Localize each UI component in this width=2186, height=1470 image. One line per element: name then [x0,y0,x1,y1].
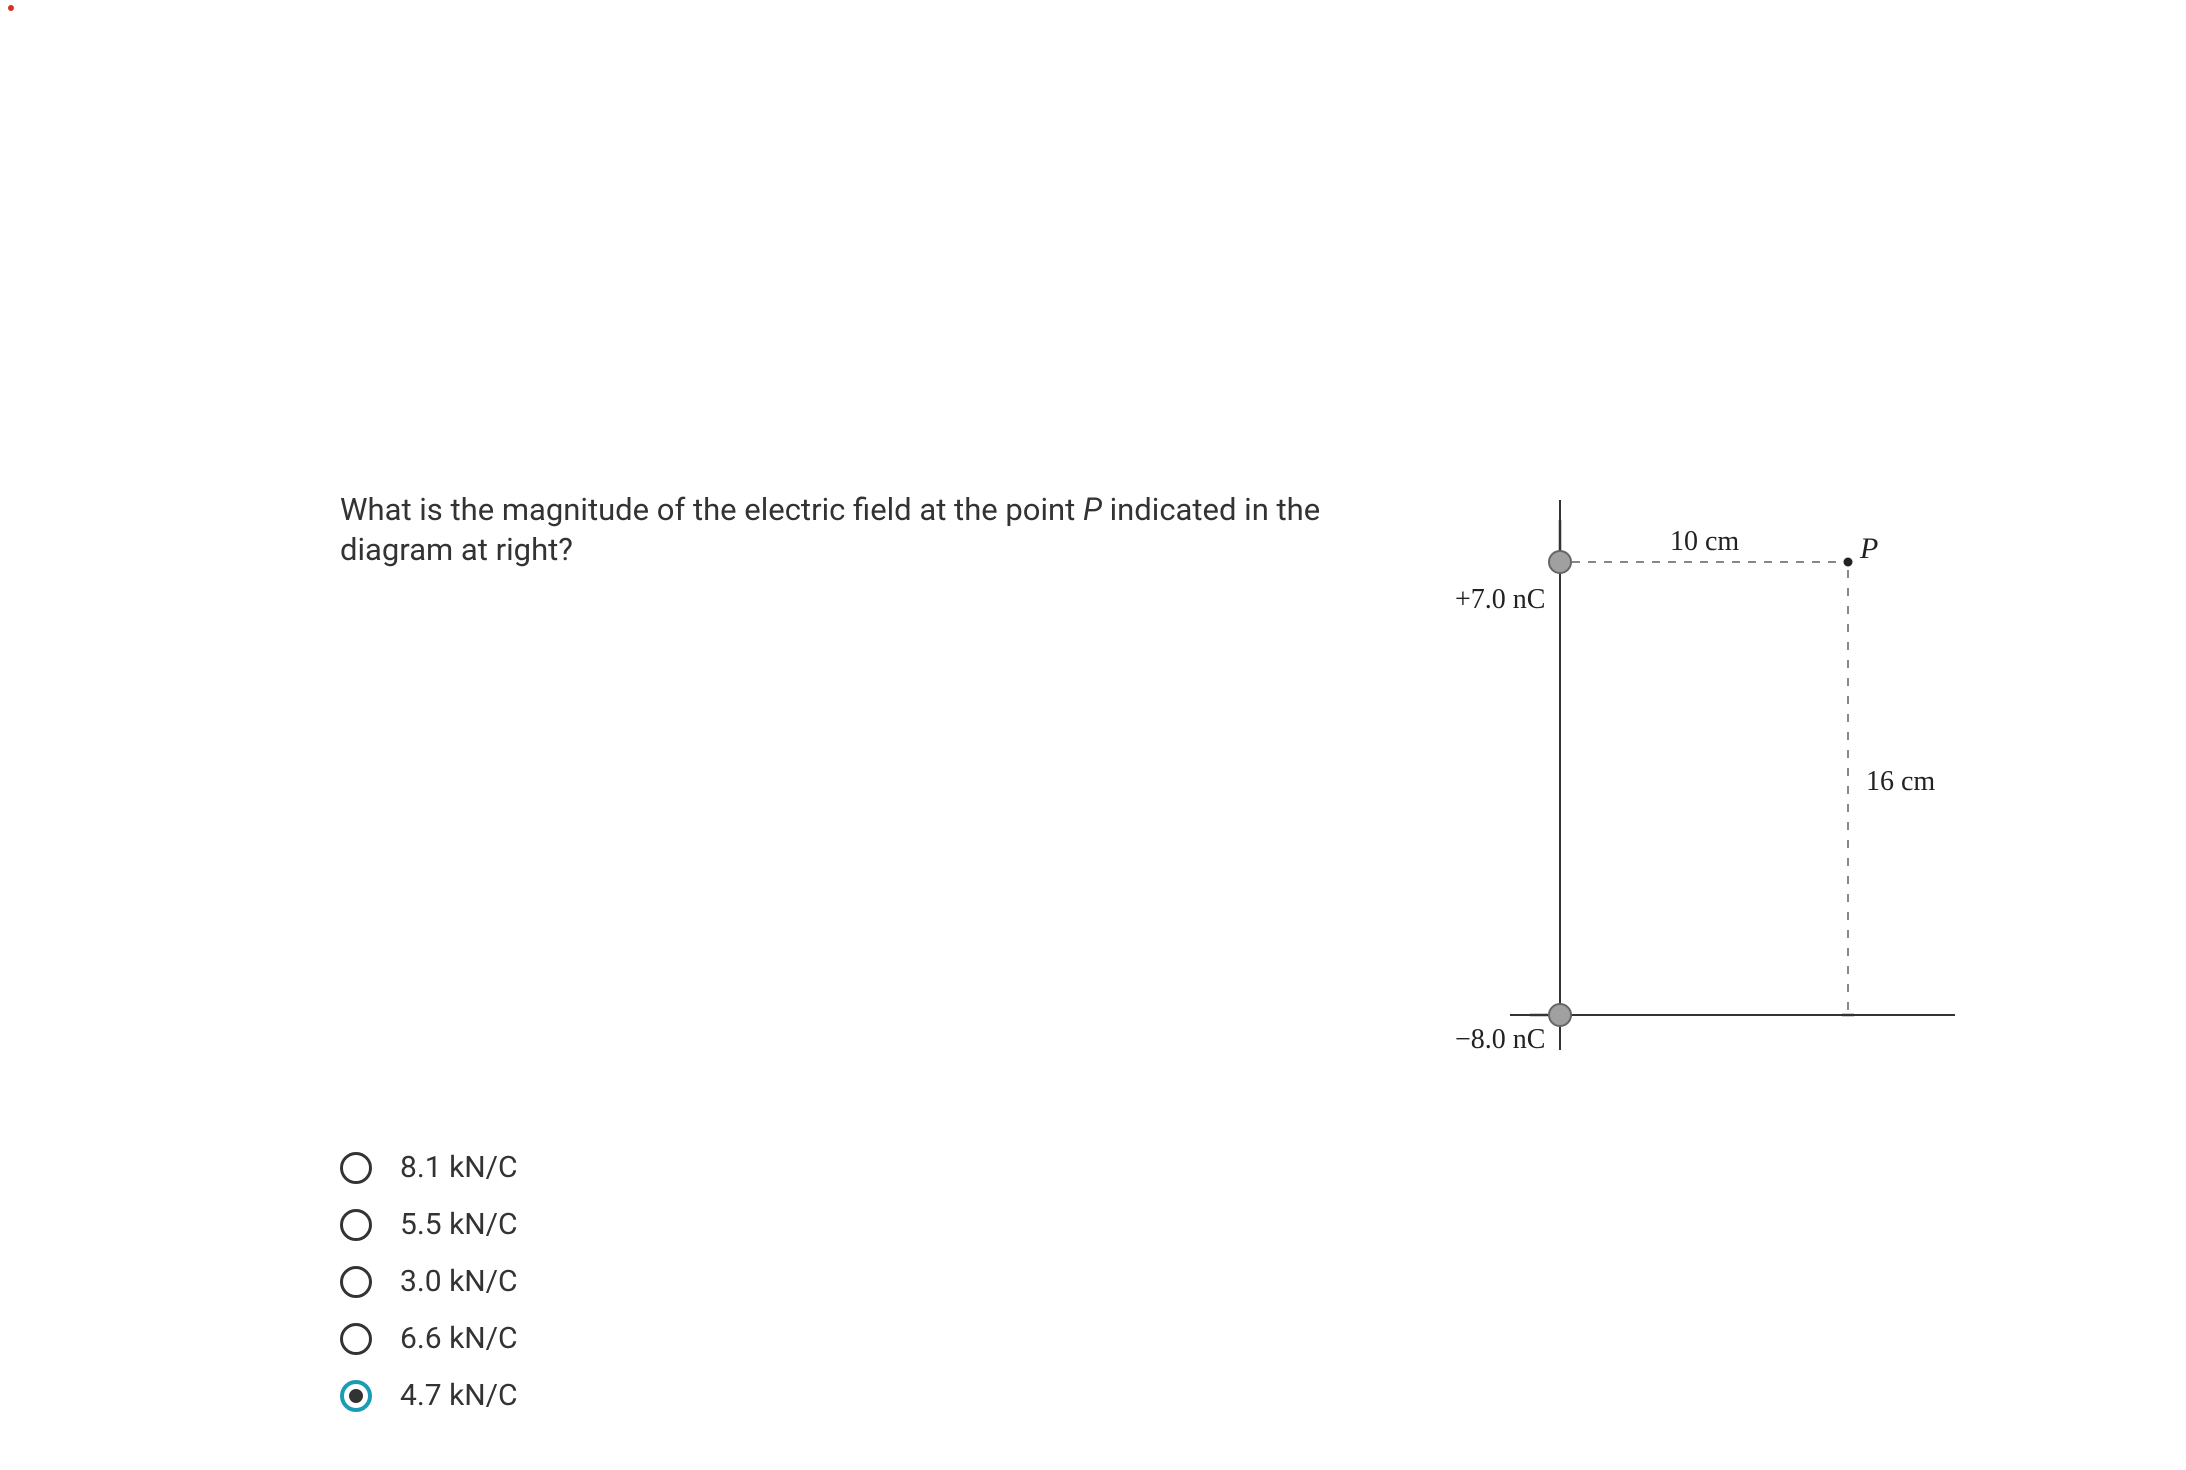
option-b-label: 5.5 kN/C [400,1207,518,1242]
option-d[interactable]: 6.6 kN/C [340,1321,1980,1356]
answer-options: 8.1 kN/C 5.5 kN/C 3.0 kN/C 6.6 kN/C 4.7 … [340,1150,1980,1413]
point-p-label: P [1859,532,1878,565]
radio-icon-selected[interactable] [340,1380,372,1412]
radio-icon[interactable] [340,1266,372,1298]
option-b[interactable]: 5.5 kN/C [340,1207,1980,1242]
diagram-svg: +7.0 nC −8.0 nC 10 cm 16 cm P [1400,490,1960,1090]
option-a-label: 8.1 kN/C [400,1150,518,1185]
option-e-label: 4.7 kN/C [400,1378,518,1413]
physics-diagram: +7.0 nC −8.0 nC 10 cm 16 cm P [1400,490,1960,1090]
vertical-dim-label: 16 cm [1866,766,1935,797]
question-p-letter: P [1083,491,1102,528]
point-p-dot [1844,558,1853,567]
option-e[interactable]: 4.7 kN/C [340,1378,1980,1413]
option-d-label: 6.6 kN/C [400,1321,518,1356]
radio-icon[interactable] [340,1209,372,1241]
horizontal-dim-label: 10 cm [1670,526,1739,557]
charge-top-label: +7.0 nC [1455,584,1545,615]
option-a[interactable]: 8.1 kN/C [340,1150,1980,1185]
question-text: What is the magnitude of the electric fi… [340,490,1360,571]
charge-top [1549,551,1571,573]
radio-icon[interactable] [340,1323,372,1355]
radio-icon[interactable] [340,1152,372,1184]
option-c-label: 3.0 kN/C [400,1264,518,1299]
question-text-before: What is the magnitude of the electric fi… [340,491,1083,528]
question-block: What is the magnitude of the electric fi… [340,490,1980,1435]
option-c[interactable]: 3.0 kN/C [340,1264,1980,1299]
charge-bottom [1549,1004,1571,1026]
accent-dot [8,5,14,11]
question-row: What is the magnitude of the electric fi… [340,490,1980,1090]
charge-bottom-label: −8.0 nC [1455,1024,1545,1055]
